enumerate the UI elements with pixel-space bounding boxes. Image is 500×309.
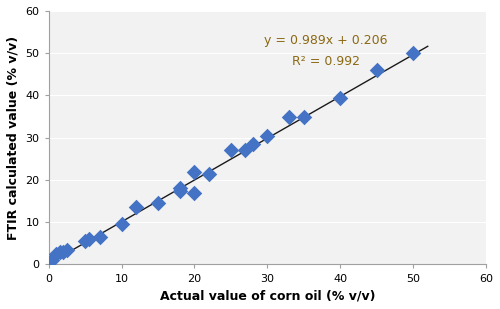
Point: [242, 148, 250, 153]
Point: [300, 114, 308, 119]
Point: [81, 239, 89, 244]
Point: [372, 68, 380, 73]
Point: [409, 51, 417, 56]
Point: [264, 133, 272, 138]
Point: [227, 148, 235, 153]
X-axis label: Actual value of corn oil (% v/v): Actual value of corn oil (% v/v): [160, 289, 375, 302]
Point: [176, 188, 184, 193]
Point: [52, 252, 60, 256]
Point: [285, 114, 293, 119]
Point: [96, 235, 104, 239]
Point: [205, 171, 213, 176]
Point: [59, 249, 67, 254]
Point: [118, 222, 126, 227]
Point: [190, 190, 198, 195]
Point: [132, 205, 140, 210]
Point: [48, 258, 56, 263]
Point: [56, 249, 64, 254]
Point: [190, 169, 198, 174]
Point: [84, 237, 92, 242]
Text: y = 0.989x + 0.206: y = 0.989x + 0.206: [264, 34, 388, 47]
Point: [176, 186, 184, 191]
Point: [63, 247, 71, 252]
Y-axis label: FTIR calculated value (% v/v): FTIR calculated value (% v/v): [7, 36, 20, 240]
Point: [336, 95, 344, 100]
Text: R² = 0.992: R² = 0.992: [292, 55, 360, 68]
Point: [249, 142, 257, 146]
Point: [154, 201, 162, 206]
